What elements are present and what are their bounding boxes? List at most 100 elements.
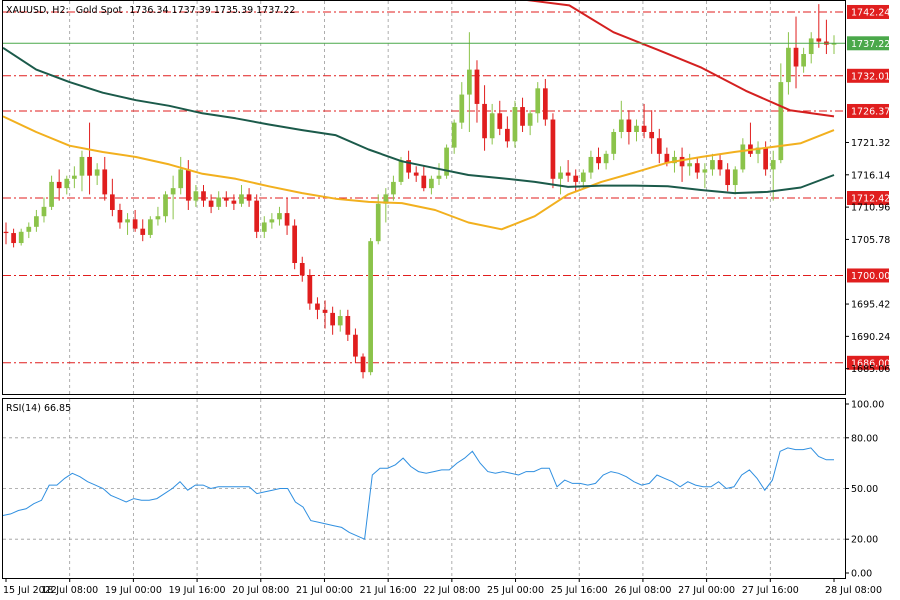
bear-candle [102,169,108,195]
bull-candle [216,197,222,207]
bull-candle [786,47,791,83]
time-label: 20 Jul 08:00 [232,585,289,596]
level-label: 1742.24 [851,7,890,18]
bull-candle [72,175,77,179]
bear-candle [254,200,260,232]
bear-candle [497,113,503,129]
bear-candle [816,38,822,42]
bull-candle [808,38,814,55]
bear-candle [246,194,252,201]
price-levels [3,11,845,364]
bear-candle [413,172,419,176]
bear-candle [208,200,214,207]
rsi-line [2,447,834,540]
time-label: 25 Jul 00:00 [487,585,544,596]
current-price-label: 1737.22 [851,39,890,50]
level-label: 1686.00 [851,358,890,369]
bear-candle [482,103,487,139]
bear-candle [550,119,556,179]
price-label: 1721.32 [851,138,890,149]
bear-candle [315,303,320,310]
bull-candle [801,54,806,67]
bull-candle [459,94,465,123]
bear-candle [694,163,700,173]
bear-candle [649,132,655,139]
symbol-label: XAUUSD, H2: [6,5,69,16]
rsi-axis: 100.00 80.00 50.00 20.00 0.00 [845,400,884,580]
price-label: 1690.24 [851,332,890,343]
bull-candle [261,222,267,232]
price-label: 1685.06 [851,364,890,375]
bull-candle [155,216,161,220]
bull-candle [147,219,153,235]
rsi-series [2,447,834,540]
bear-candle [573,175,579,182]
bear-candle [299,263,305,276]
rsi-grid [3,399,845,578]
bear-candle [11,233,16,244]
price-label: 1705.78 [851,235,890,246]
chart-header: XAUUSD, H2: Gold Spot 1736.34 1737.39 17… [6,5,295,16]
bear-candle [664,153,670,164]
bear-candle [763,147,768,170]
bull-candle [64,178,70,189]
bull-candle [269,219,275,223]
current-price-tag [847,36,889,51]
bear-candle [520,107,525,126]
bear-candle [679,156,685,167]
bull-candle [26,226,32,232]
bull-candle [18,231,24,244]
bull-candle [79,156,85,176]
bear-candle [231,200,237,204]
bull-candle [512,107,518,142]
bull-candle [125,219,130,223]
bull-candle [398,160,404,182]
level-label: 1700.00 [851,271,890,282]
level-tag [847,355,889,370]
bull-candle [444,147,449,176]
level-label: 1712.42 [851,193,890,204]
bear-candle [360,356,366,373]
rsi-label: 100.00 [851,400,884,411]
bull-candle [831,43,837,45]
level-tag [847,103,889,118]
bear-candle [117,209,123,223]
bull-candle [163,194,168,217]
bear-candle [307,275,313,304]
bull-candle [34,216,39,227]
bull-candle [178,169,184,189]
bull-candle [740,144,746,170]
time-label: 22 Jul 08:00 [423,585,480,596]
rsi-header: RSI(14) 66.85 [6,403,71,414]
time-label: 21 Jul 00:00 [296,585,353,596]
bull-candle [611,132,617,154]
bull-candle [770,160,776,170]
rsi-label: 0.00 [851,569,872,580]
bull-candle [170,188,176,195]
bear-candle [596,156,601,164]
bear-candle [132,219,138,229]
description-label: Gold Spot [76,5,123,16]
level-label: 1726.37 [851,106,890,117]
bull-candle [710,160,715,170]
bull-candle [558,172,563,179]
bull-candle [618,119,624,132]
level-tag [847,4,889,19]
level-tag [847,268,889,283]
time-label: 19 Jul 00:00 [105,585,162,596]
bear-candle [3,231,9,234]
bear-candle [421,175,427,189]
rsi-label: 20.00 [851,535,878,546]
bear-candle [345,316,351,335]
level-tag [847,68,889,83]
rsi-label: 80.00 [851,433,878,444]
bear-candle [353,334,358,357]
level-label: 1732.01 [851,71,890,82]
price-label: 1710.96 [851,203,890,214]
bear-candle [87,156,92,176]
bull-candle [702,169,708,173]
time-label: 28 Jul 08:00 [825,585,882,596]
moving-average-fast [2,115,835,231]
bull-candle [687,163,693,167]
